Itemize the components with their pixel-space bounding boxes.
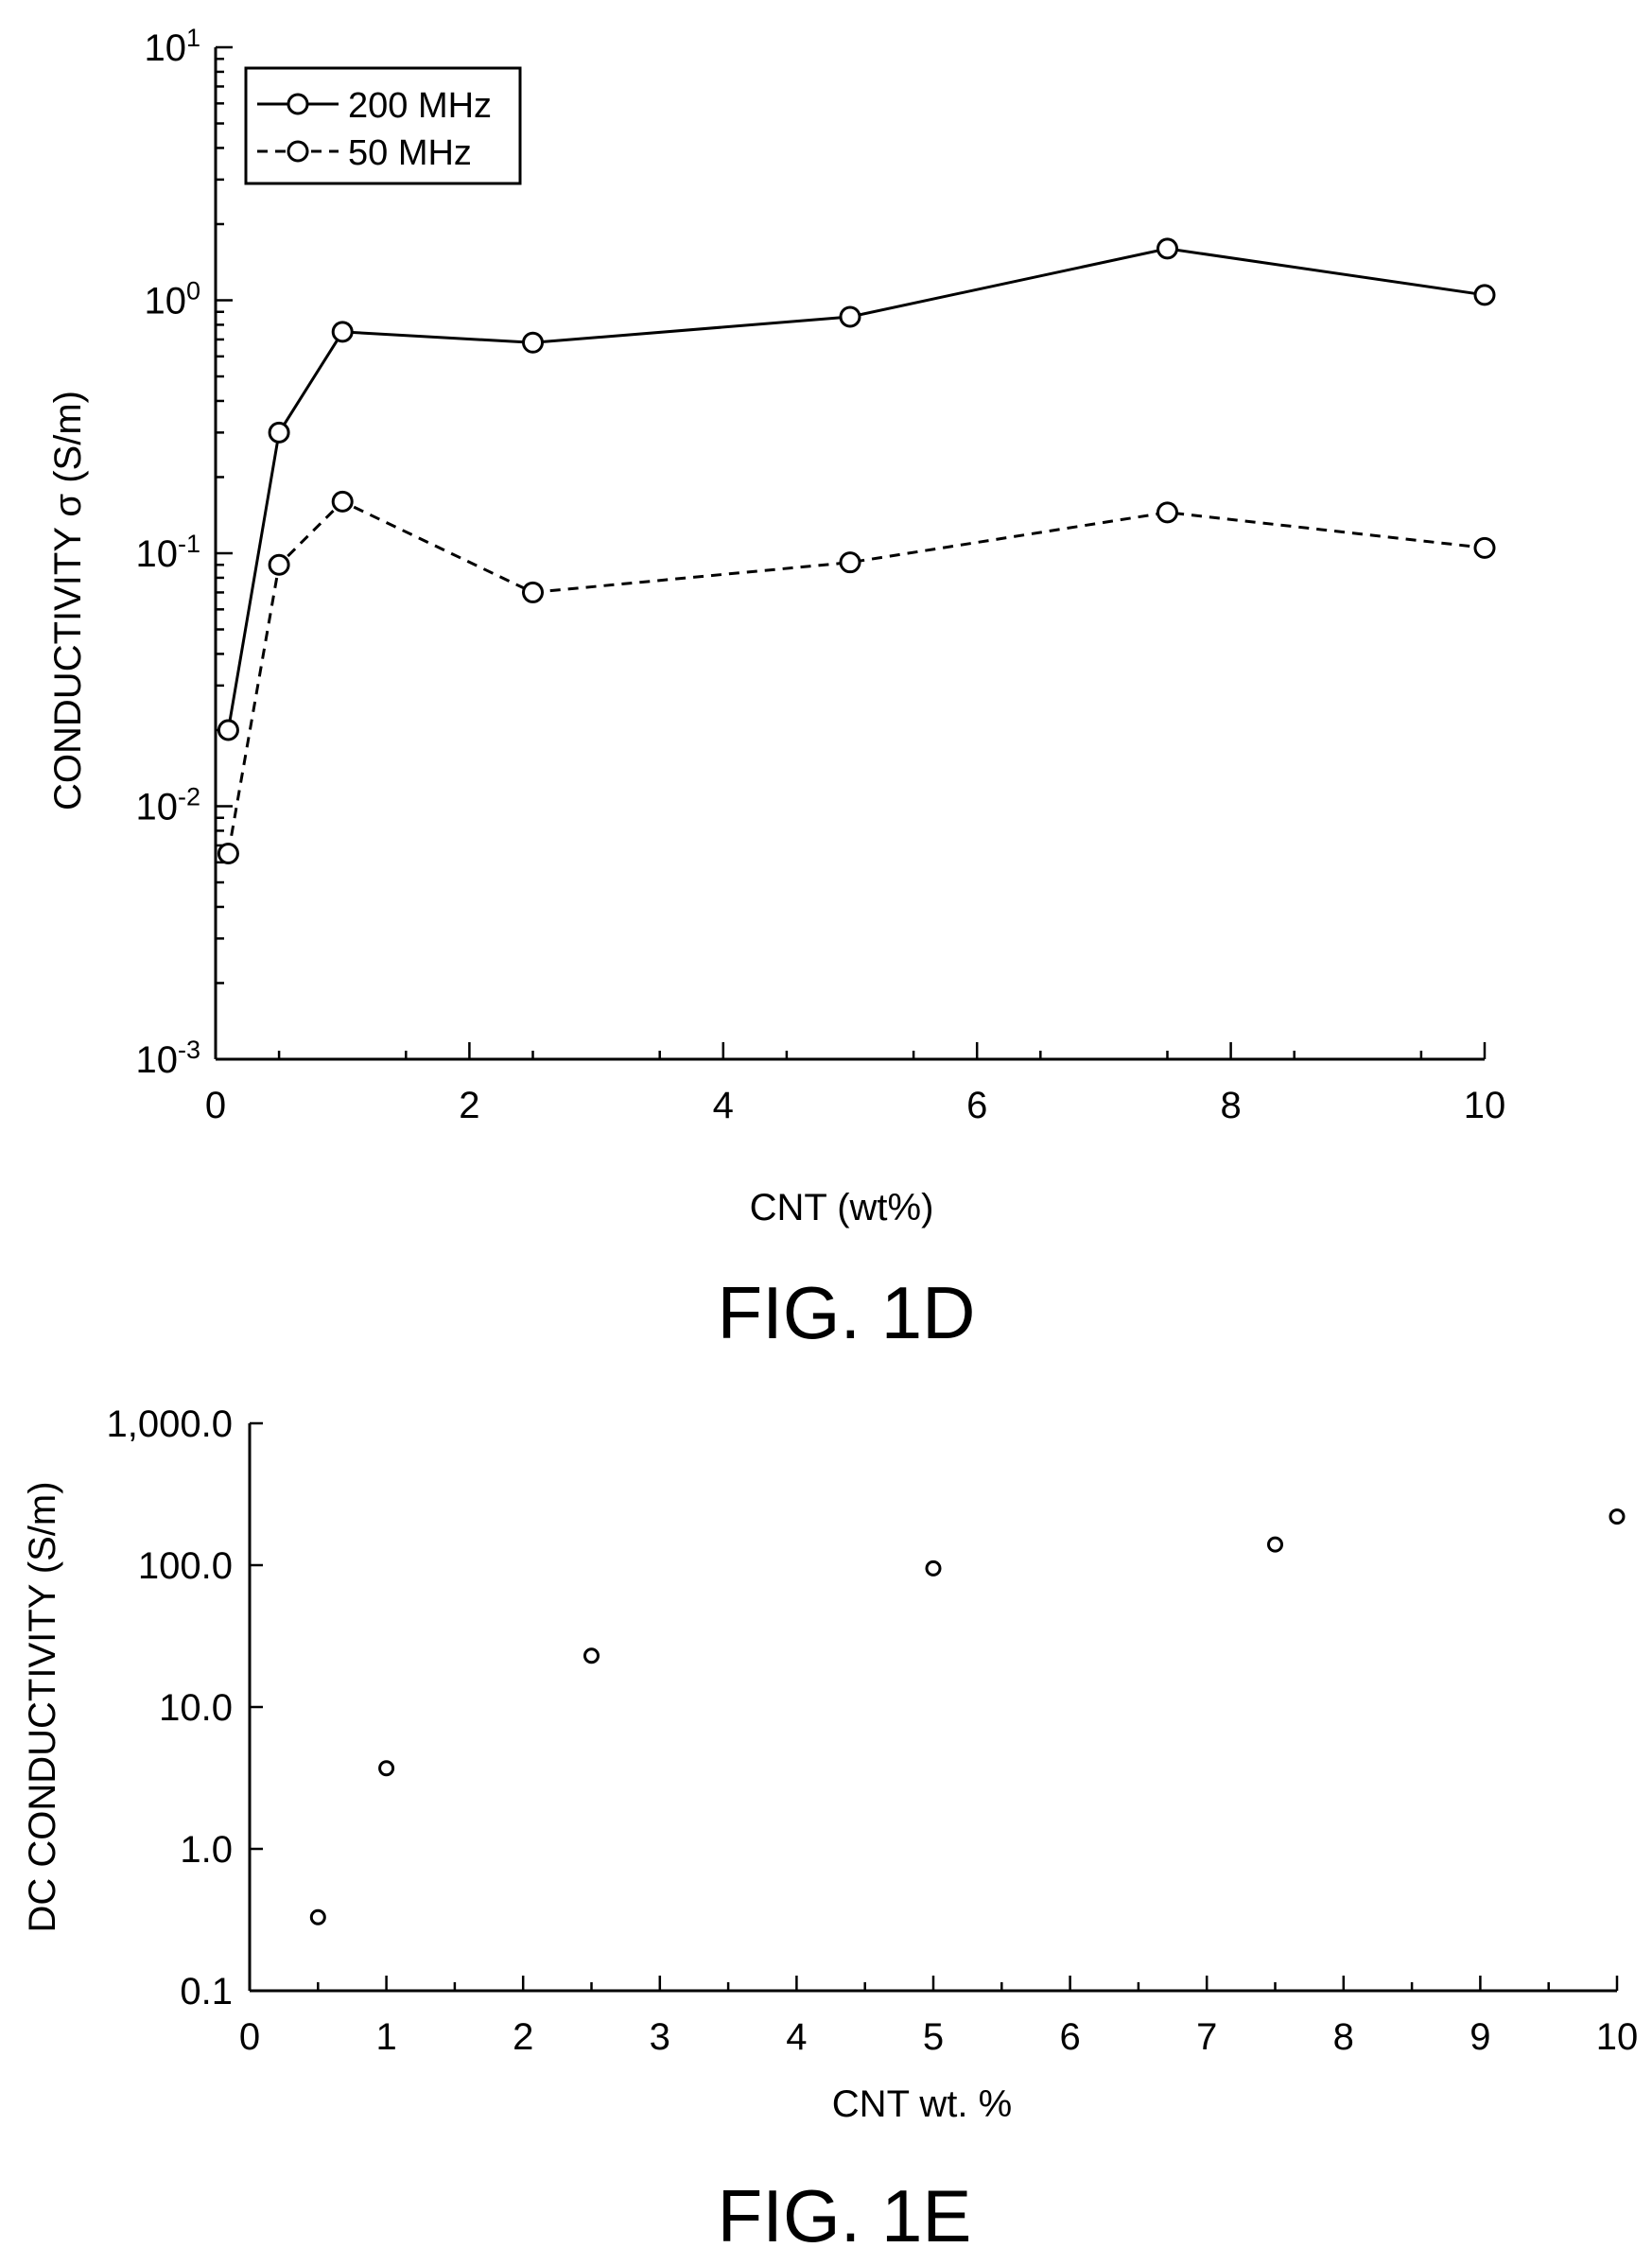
data-point	[839, 305, 861, 328]
x-tick-label: 10	[1464, 1085, 1506, 1126]
data-point	[1156, 237, 1178, 260]
legend-label-50mhz: 50 MHz	[348, 133, 472, 173]
x-tick-label: 3	[650, 2016, 670, 2058]
x-tick-label: 5	[923, 2016, 944, 2058]
legend-label-200mhz: 200 MHz	[348, 86, 492, 126]
chart-1e: 1,000.0 100.0 10.0 1.0 0.1 0 1 2 3 4 5 6 7 8 9 10 CNT …	[22, 1403, 1638, 2257]
chart-1e-y-ticks: 1,000.0 100.0 10.0 1.0 0.1	[107, 1403, 263, 2012]
y-tick-label: 10-1	[135, 530, 200, 575]
chart-1e-x-axis-label: CNT wt. %	[832, 2083, 1012, 2125]
chart-1e-y-axis-label: DC CONDUCTIVITY (S/m)	[22, 1481, 63, 1932]
x-tick-label: 9	[1469, 2016, 1490, 2058]
data-point	[522, 581, 544, 603]
chart-1e-points	[309, 1508, 1626, 1925]
data-point	[925, 1559, 942, 1577]
y-tick-label: 10.0	[159, 1687, 233, 1729]
chart-1d-minor-ticks	[216, 57, 1423, 1059]
x-tick-label: 0	[239, 2016, 260, 2058]
chart-1e-x-ticks: 0 1 2 3 4 5 6 7 8 9 10	[239, 1976, 1638, 2058]
data-point	[331, 490, 354, 513]
x-tick-label: 6	[1059, 2016, 1080, 2058]
y-tick-label: 1,000.0	[107, 1403, 233, 1445]
y-tick-label: 10-3	[135, 1036, 200, 1081]
chart-1e-caption: FIG. 1E	[718, 2174, 972, 2257]
data-point	[268, 421, 290, 444]
data-point	[378, 1760, 395, 1777]
x-tick-label: 2	[459, 1085, 479, 1126]
chart-1e-minor-ticks	[317, 1982, 1550, 1991]
data-point	[217, 843, 239, 865]
x-tick-label: 10	[1596, 2016, 1639, 2058]
chart-1d-caption: FIG. 1D	[717, 1271, 975, 1354]
x-tick-label: 1	[375, 2016, 396, 2058]
data-point	[217, 719, 239, 741]
legend-marker-50mhz	[287, 140, 309, 163]
data-point	[1473, 536, 1496, 559]
y-tick-label: 0.1	[180, 1971, 233, 2012]
chart-1d-y-axis-label: CONDUCTIVITY σ (S/m)	[47, 391, 89, 810]
y-tick-label: 100.0	[138, 1545, 233, 1587]
data-point	[1267, 1536, 1283, 1553]
chart-1d-y-ticks: 101 100 10-1 10-2 10-3	[135, 24, 233, 1081]
x-tick-label: 4	[713, 1085, 734, 1126]
legend-box	[244, 66, 522, 185]
x-tick-label: 8	[1333, 2016, 1354, 2058]
data-point	[522, 331, 544, 354]
chart-1d: 101 100 10-1 10-2 10-3 0 2 4 6 8 10 CNT (wt%) CON…	[47, 24, 1505, 1354]
data-point	[1609, 1508, 1626, 1525]
data-point	[583, 1647, 600, 1664]
data-point	[309, 1908, 326, 1925]
data-point	[331, 321, 354, 343]
data-point	[839, 551, 861, 574]
data-point	[1156, 501, 1178, 524]
legend-marker-200mhz	[287, 93, 309, 115]
x-tick-label: 7	[1196, 2016, 1217, 2058]
x-tick-label: 6	[966, 1085, 987, 1126]
x-tick-label: 4	[786, 2016, 807, 2058]
chart-1d-series	[217, 237, 1496, 865]
x-tick-label: 0	[205, 1085, 226, 1126]
x-tick-label: 2	[513, 2016, 533, 2058]
chart-1d-legend: 200 MHz 50 MHz	[244, 66, 522, 185]
y-tick-label: 1.0	[180, 1829, 233, 1871]
data-point	[1473, 284, 1496, 306]
y-tick-label: 101	[144, 24, 200, 69]
data-point	[268, 553, 290, 576]
x-tick-label: 8	[1220, 1085, 1241, 1126]
chart-1d-x-axis-label: CNT (wt%)	[750, 1187, 934, 1228]
y-tick-label: 10-2	[135, 783, 200, 828]
y-tick-label: 100	[144, 277, 200, 322]
chart-1d-x-ticks: 0 2 4 6 8 10	[205, 1042, 1505, 1126]
